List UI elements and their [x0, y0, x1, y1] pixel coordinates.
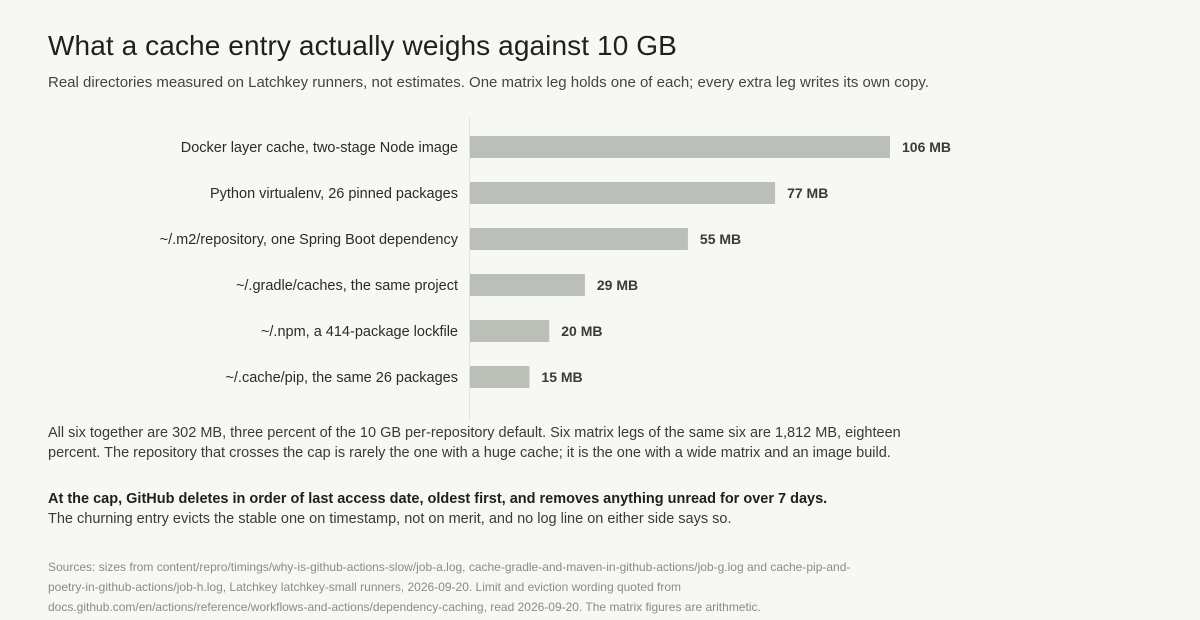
bar — [470, 182, 776, 204]
eviction-note-text: The churning entry evicts the stable one… — [48, 511, 732, 527]
bar-label: ~/.cache/pip, the same 26 packages — [225, 370, 458, 386]
bar-value-label: 20 MB — [561, 323, 602, 339]
bar-label: ~/.npm, a 414-package lockfile — [261, 324, 458, 340]
bar — [470, 366, 530, 388]
summary-paragraph: All six together are 302 MB, three perce… — [48, 425, 901, 461]
bar-value-label: 106 MB — [902, 139, 951, 155]
eviction-note: At the cap, GitHub deletes in order of l… — [48, 489, 948, 529]
bar — [470, 136, 890, 158]
bar-value-label: 29 MB — [597, 277, 638, 293]
bar — [470, 228, 688, 250]
eviction-note-emphasis: At the cap, GitHub deletes in order of l… — [48, 491, 828, 507]
sources-note: Sources: sizes from content/repro/timing… — [48, 560, 851, 614]
bar-chart: Docker layer cache, two-stage Node image… — [160, 118, 951, 420]
bar-value-label: 77 MB — [787, 185, 828, 201]
bar-label: Docker layer cache, two-stage Node image — [181, 140, 458, 156]
bar-label: Python virtualenv, 26 pinned packages — [210, 186, 458, 202]
bar — [470, 274, 585, 296]
bar-value-label: 55 MB — [700, 231, 741, 247]
bar-value-label: 15 MB — [541, 369, 582, 385]
chart-subtitle: Real directories measured on Latchkey ru… — [48, 74, 929, 91]
bar — [470, 320, 550, 342]
bar-label: ~/.gradle/caches, the same project — [236, 278, 458, 294]
chart-title: What a cache entry actually weighs again… — [48, 30, 677, 61]
bar-label: ~/.m2/repository, one Spring Boot depend… — [160, 232, 459, 248]
